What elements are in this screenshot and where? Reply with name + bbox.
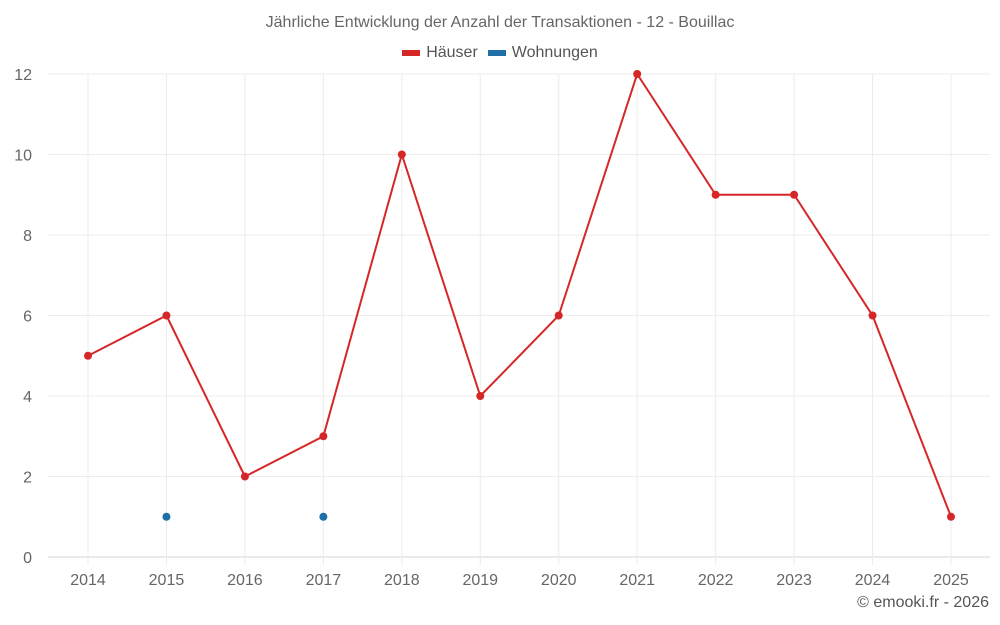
data-point[interactable] — [554, 311, 563, 320]
y-tick-label: 0 — [23, 550, 32, 567]
chart-legend: Häuser Wohnungen — [0, 44, 1000, 62]
x-tick-label: 2022 — [698, 572, 734, 589]
data-point[interactable] — [476, 392, 485, 400]
chart-title: Jährliche Entwicklung der Anzahl der Tra… — [265, 14, 735, 31]
legend-item-haeuser[interactable]: Häuser — [402, 44, 478, 62]
data-point[interactable] — [319, 512, 328, 521]
data-point[interactable] — [633, 70, 642, 78]
legend-swatch-haeuser — [402, 50, 421, 56]
series-layer — [84, 70, 955, 521]
data-point[interactable] — [397, 150, 406, 159]
x-tick-label: 2025 — [933, 572, 969, 589]
data-point[interactable] — [162, 311, 171, 320]
data-point[interactable] — [947, 512, 955, 521]
x-tick-label: 2015 — [149, 572, 185, 589]
data-point[interactable] — [319, 432, 328, 441]
x-tick-label: 2018 — [384, 572, 420, 589]
x-tick-label: 2014 — [70, 572, 106, 589]
series-line — [87, 71, 952, 518]
axes: 0 2 4 6 8 10 12 2014 2015 2016 2017 2018 2019 2020 202… — [14, 67, 969, 589]
data-point[interactable] — [240, 472, 249, 481]
data-point[interactable] — [162, 512, 171, 521]
y-tick-label: 6 — [23, 309, 32, 326]
y-tick-label: 2 — [23, 470, 32, 487]
y-tick-label: 8 — [23, 228, 32, 245]
data-point[interactable] — [868, 311, 877, 320]
data-point[interactable] — [790, 190, 799, 199]
grid-lines — [48, 73, 990, 565]
x-tick-label: 2017 — [306, 572, 342, 589]
copyright-credit: © emooki.fr - 2026 — [857, 594, 989, 611]
legend-item-wohnungen[interactable]: Wohnungen — [487, 44, 598, 62]
x-tick-label: 2019 — [462, 572, 498, 589]
legend-label-wohnungen: Wohnungen — [511, 44, 598, 61]
x-tick-label: 2016 — [227, 572, 263, 589]
y-tick-label: 4 — [23, 389, 32, 406]
data-point[interactable] — [84, 351, 92, 360]
x-tick-label: 2023 — [776, 572, 812, 589]
x-tick-label: 2021 — [619, 572, 655, 589]
y-tick-label: 10 — [14, 148, 32, 165]
x-tick-label: 2020 — [541, 572, 577, 589]
legend-label-haeuser: Häuser — [426, 44, 478, 61]
x-tick-label: 2024 — [855, 572, 891, 589]
legend-swatch-wohnungen — [487, 50, 506, 56]
y-tick-label: 12 — [14, 67, 32, 84]
data-point[interactable] — [711, 190, 720, 199]
